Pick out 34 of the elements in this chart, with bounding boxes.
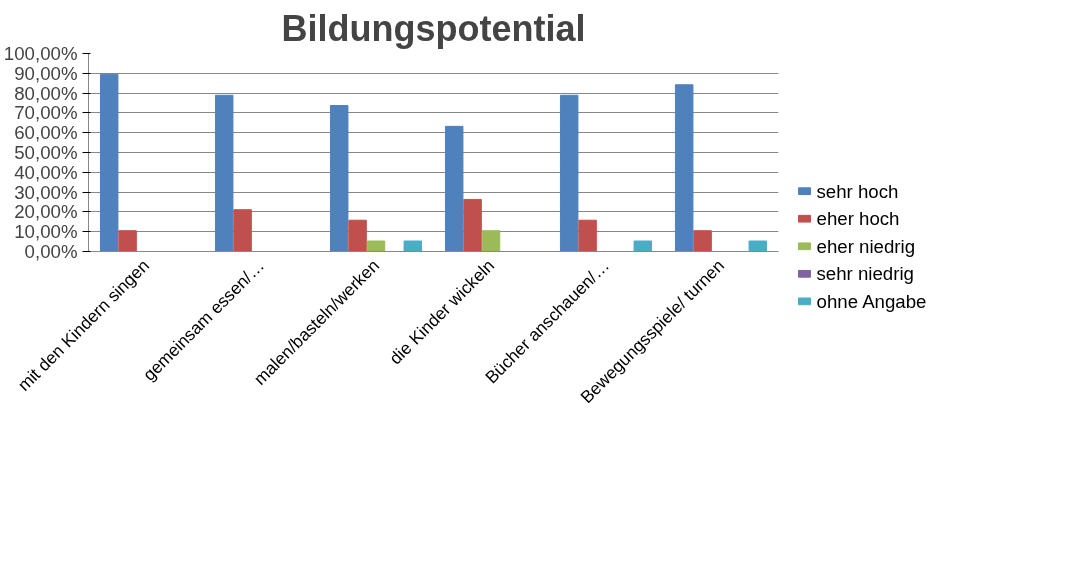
legend-label: ohne Angabe [816, 290, 927, 312]
bar [329, 105, 349, 252]
y-tick-label: 60,00% [14, 122, 78, 144]
y-tick-label: 0,00% [24, 241, 78, 262]
y-tick-label: 80,00% [14, 82, 78, 104]
bar [118, 230, 137, 252]
y-tick-label: 100,00% [3, 43, 78, 64]
bar [444, 125, 464, 252]
y-tick-label: 20,00% [14, 201, 78, 223]
y-tick-label: 30,00% [14, 181, 78, 203]
bar [463, 198, 482, 252]
y-tick-label: 50,00% [14, 142, 78, 163]
bar [403, 240, 423, 252]
legend-label: eher hoch [816, 208, 900, 230]
y-tick-label: 10,00% [14, 221, 78, 243]
legend-label: sehr hoch [816, 180, 899, 202]
y-tick-label: 90,00% [14, 62, 78, 84]
bar [559, 94, 579, 252]
bar [693, 230, 712, 252]
bar [674, 84, 694, 252]
legend-label: eher niedrig [816, 235, 916, 257]
bar [233, 209, 252, 252]
bar [481, 230, 501, 252]
bar [99, 73, 119, 252]
y-tick-label: 70,00% [14, 102, 78, 124]
bar [366, 240, 386, 252]
bar [214, 94, 234, 252]
bar [348, 219, 367, 252]
bar [633, 240, 653, 252]
chart-title: Bildungspotential [281, 7, 586, 49]
bar [578, 219, 597, 252]
bar [748, 240, 768, 252]
y-tick-label: 40,00% [14, 161, 78, 183]
legend-label: sehr niedrig [816, 263, 914, 285]
